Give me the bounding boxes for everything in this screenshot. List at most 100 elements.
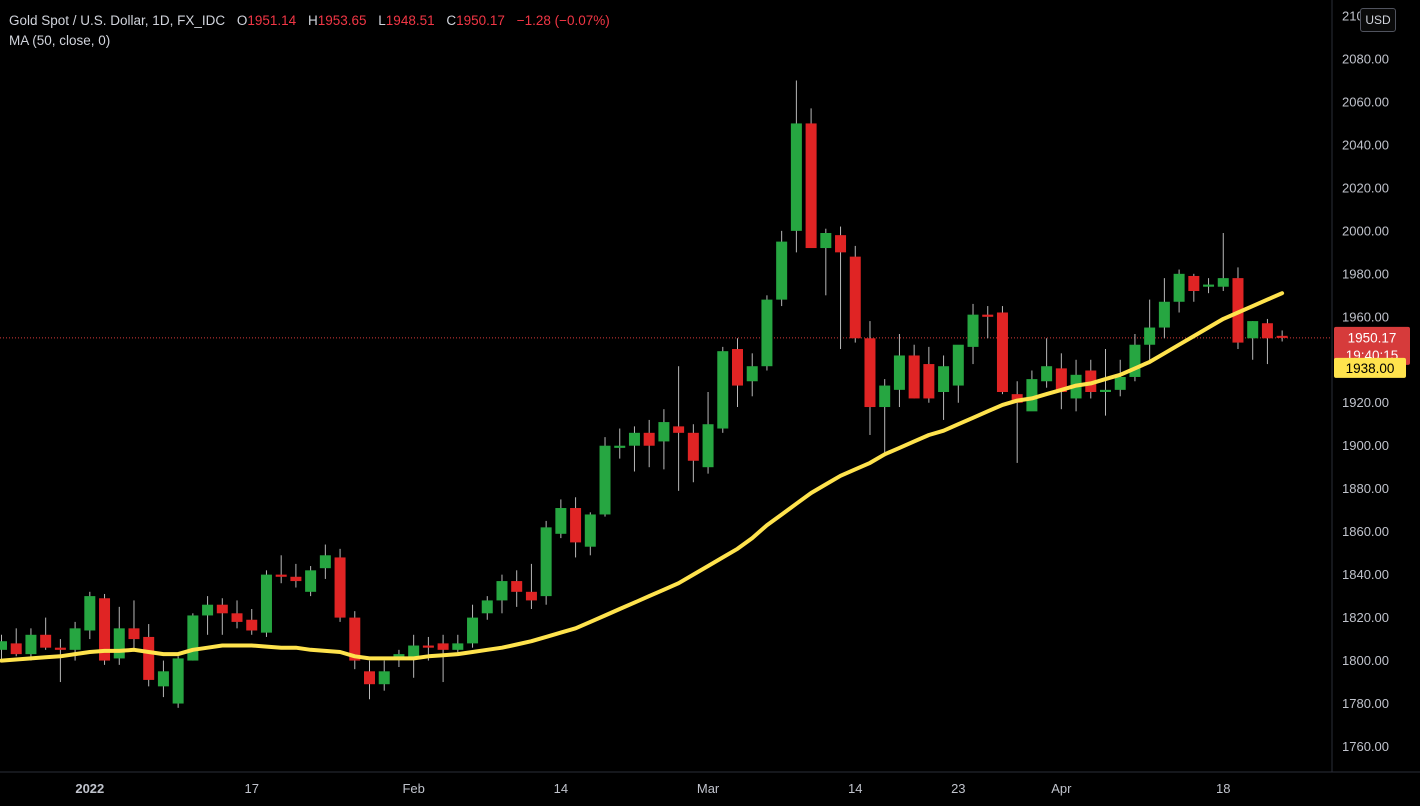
candle[interactable] [952,344,964,403]
candle[interactable] [555,499,567,539]
candle[interactable] [25,628,37,661]
candle[interactable] [40,617,52,650]
candle[interactable] [1085,359,1097,399]
candle[interactable] [349,611,361,670]
candle[interactable] [1144,299,1156,365]
candle[interactable] [1261,318,1273,365]
candle[interactable] [1055,353,1067,410]
candle[interactable] [246,609,258,635]
candle[interactable] [614,428,626,459]
candle[interactable] [996,306,1008,395]
candle[interactable] [1217,233,1229,292]
candle[interactable] [10,628,22,657]
candle[interactable] [849,245,861,343]
candle[interactable] [511,570,523,607]
candle[interactable] [687,424,699,483]
candle[interactable] [378,660,390,691]
candle[interactable] [157,660,169,698]
candle[interactable] [702,392,714,474]
candle[interactable] [1232,267,1244,350]
candle[interactable] [1114,359,1126,397]
candle[interactable] [172,656,184,708]
candle-body [525,591,537,601]
candle[interactable] [584,512,596,556]
price-tick-label: 1920.00 [1342,395,1389,410]
candle[interactable] [805,108,817,249]
candle[interactable] [893,333,905,408]
candle[interactable] [1041,338,1053,388]
candle[interactable] [776,230,788,307]
currency-button[interactable]: USD [1360,8,1396,32]
candle[interactable] [275,555,287,584]
candle[interactable] [820,228,832,296]
candle[interactable] [864,321,876,435]
candle-body [452,643,464,650]
candle[interactable] [1247,321,1259,360]
candle[interactable] [790,80,802,253]
candle[interactable] [761,295,773,371]
candle[interactable] [143,624,155,687]
candle[interactable] [732,338,743,408]
candle[interactable] [967,303,979,365]
price-tick-label: 1880.00 [1342,481,1389,496]
candle[interactable] [202,596,214,635]
candle[interactable] [628,426,640,472]
candle[interactable] [0,634,7,661]
candle[interactable] [260,570,272,637]
candle[interactable] [231,600,243,629]
candle[interactable] [1203,278,1215,294]
candle[interactable] [908,344,920,399]
candle[interactable] [835,226,847,350]
symbol-title[interactable]: Gold Spot / U.S. Dollar, 1D, FX_IDC [9,13,226,28]
candle[interactable] [467,604,479,648]
candle-body [216,604,228,614]
candle[interactable] [879,379,891,457]
candle[interactable] [717,346,729,433]
candle[interactable] [496,574,508,614]
candle[interactable] [113,606,125,665]
candle[interactable] [452,634,464,655]
candle[interactable] [982,306,994,339]
candle[interactable] [1129,333,1141,382]
candle[interactable] [938,355,950,420]
candle[interactable] [84,591,96,640]
candle[interactable] [437,634,449,683]
time-axis[interactable]: 2022 17 Feb 14 Mar 14 23 Apr 18 [75,781,1230,796]
candle[interactable] [481,596,493,620]
candle[interactable] [334,548,346,622]
candle[interactable] [319,544,331,579]
candle[interactable] [1158,278,1170,339]
candle[interactable] [1188,273,1200,302]
plot-area[interactable] [0,80,1332,708]
candle-body [1247,321,1259,339]
candle[interactable] [54,639,66,683]
candle[interactable] [540,520,552,605]
candle-body [422,645,434,648]
price-axis[interactable]: 1760.00 1780.00 1800.00 1820.00 1840.00 1860.… [1342,9,1389,755]
candle[interactable] [305,566,317,597]
candle[interactable] [923,346,935,403]
candle[interactable] [128,600,140,650]
candle[interactable] [746,353,758,397]
indicator-legend[interactable]: MA (50, close, 0) [9,33,111,48]
candle[interactable] [643,419,655,468]
candle[interactable] [1100,349,1111,416]
candle[interactable] [525,563,537,610]
candle[interactable] [1026,370,1038,412]
candle[interactable] [570,497,582,558]
candle[interactable] [99,593,111,665]
candle[interactable] [1011,381,1023,463]
candle-body [967,314,979,347]
candle[interactable] [364,660,375,700]
candle[interactable] [187,613,199,661]
ma-line[interactable] [0,291,1285,663]
candle[interactable] [290,563,302,588]
candle[interactable] [216,598,228,635]
candle[interactable] [658,409,670,470]
candle[interactable] [599,437,611,517]
candle[interactable] [408,634,420,678]
candle[interactable] [1173,269,1185,313]
candle[interactable] [673,366,685,491]
candle[interactable] [1276,330,1288,342]
